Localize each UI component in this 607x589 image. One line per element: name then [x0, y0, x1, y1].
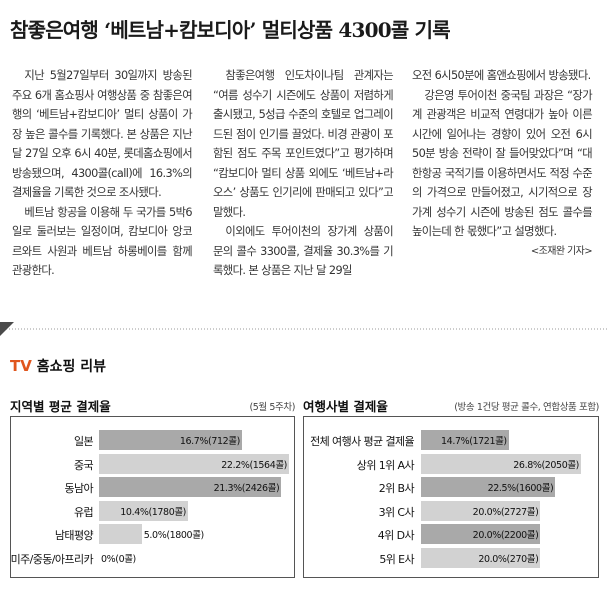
bar-row: 중국 22.2%(1564콜) [11, 453, 294, 475]
chart-box: 일본 16.7%(712콜) 중국 22.2%(1564콜) 동남아 21.3%(2426… [10, 416, 295, 578]
bar [99, 453, 289, 474]
bar [99, 430, 242, 450]
headline: 참좋은여행 ‘베트남+캄보디아’ 멀티상품 4300콜 기록 [10, 18, 451, 42]
category-label-wrap: 3위 C사 [304, 500, 415, 522]
category-label: 동남아 [64, 482, 93, 495]
data-label: 20.0%(2200콜) [472, 530, 539, 541]
category-label-wrap: 미주/중동/아프리카 [10, 547, 94, 569]
chart-box: 전체 여행사 평균 결제율 14.7%(1721콜) 상위 1위 A사 26.8%(2… [303, 416, 599, 578]
bar [421, 547, 541, 568]
data-label: 22.2%(1564콜) [221, 459, 287, 471]
category-label-wrap: 일본 [11, 429, 94, 451]
bar-row: 3위 C사 20.0%(2727콜) [304, 500, 598, 522]
category-label: 3위 C사 [378, 505, 415, 519]
category-label: 2위 B사 [378, 482, 415, 495]
bar-row: 동남아 21.3%(2426콜) [11, 476, 294, 498]
data-label: 16.7%(712콜) [179, 436, 240, 447]
data-label: 14.7%(1721콜) [441, 436, 507, 447]
category-label: 전체 여행사 평균 결제율 [310, 435, 414, 448]
chart-title: 여행사별 결제율 [303, 399, 388, 414]
article-paragraph: 이외에도 투어이천의 장가계 상품이 문의 콜수 3300콜, 결제율 30.3… [213, 225, 394, 277]
data-label: 22.5%(1600콜) [487, 483, 554, 494]
bar-row: 4위 D사 20.0%(2200콜) [304, 523, 598, 545]
byline: <조재완 기자> [530, 245, 593, 257]
article-paragraph: 참좋은여행 인도차이나팀 관계자는 “여름 성수기 시즌에도 상품이 저렴하게 … [213, 69, 394, 219]
bar [99, 524, 142, 544]
category-label: 5위 E사 [379, 552, 414, 566]
region-chart: 지역별 평균 결제율 (5월 5주차) 일본 16.7%(712콜) 중국 22.2%… [10, 396, 295, 578]
data-label: 20.0%(270콜) [478, 553, 539, 565]
category-label-wrap: 동남아 [11, 476, 93, 498]
chart-title: 지역별 평균 결제율 [10, 399, 111, 414]
section-title-text: 홈쇼핑 리뷰 [36, 359, 106, 375]
bar-row: 일본 16.7%(712콜) [11, 429, 294, 451]
agency-chart: 여행사별 결제율 (방송 1건당 평균 콜수, 연합상품 포함) 전체 여행사 … [303, 396, 599, 578]
article-column-1: 지난 5월27일부터 30일까지 방송된 주요 6개 홈쇼핑사 여행상품 중 참… [12, 66, 193, 281]
section-title: TV 홈쇼핑 리뷰 [10, 356, 106, 376]
article-column-2: 참좋은여행 인도차이나팀 관계자는 “여름 성수기 시즌에도 상품이 저렴하게 … [213, 66, 394, 281]
category-label-wrap: 중국 [11, 453, 94, 475]
bar [421, 453, 581, 474]
article-paragraph: 강은영 투어이천 중국팀 과장은 “장가계 관광객은 비교적 연령대가 높아 이… [412, 88, 593, 239]
data-label: 21.3%(2426콜) [213, 483, 280, 494]
bar-row: 5위 E사 20.0%(270콜) [304, 547, 598, 569]
bar-row: 남태평양 5.0%(1800콜) [11, 523, 294, 545]
data-label: 5.0%(1800콜) [143, 530, 204, 541]
category-label: 미주/중동/아프리카 [10, 552, 94, 566]
data-label: 10.4%(1780콜) [120, 506, 186, 518]
category-label: 중국 [73, 458, 94, 472]
category-label: 일본 [73, 435, 94, 448]
article-paragraph: 오전 6시50분에 홈앤쇼핑에서 방송됐다. [412, 69, 591, 82]
category-label: 상위 1위 A사 [356, 458, 415, 472]
bar-row: 전체 여행사 평균 결제율 14.7%(1721콜) [304, 429, 598, 451]
bar [421, 500, 541, 521]
category-label-wrap: 5위 E사 [304, 547, 414, 569]
category-label-wrap: 남태평양 [11, 523, 94, 545]
data-label: 0%(0콜) [101, 553, 136, 565]
article-paragraph: 베트남 항공을 이용해 두 국가를 5박6일로 둘러보는 일정이며, 캄보디아 … [12, 205, 193, 278]
category-label: 남태평양 [54, 529, 94, 542]
category-label: 4위 D사 [377, 529, 415, 542]
data-label: 26.8%(2050콜) [513, 459, 579, 471]
category-label-wrap: 전체 여행사 평균 결제율 [304, 429, 414, 451]
category-label-wrap: 상위 1위 A사 [304, 453, 415, 475]
bar-row: 미주/중동/아프리카 0%(0콜) [11, 547, 294, 569]
category-label: 유럽 [73, 505, 94, 519]
bar [99, 500, 188, 521]
bar [421, 430, 509, 450]
bar-row: 상위 1위 A사 26.8%(2050콜) [304, 453, 598, 475]
chart-note: (5월 5주차) [249, 402, 295, 413]
bar-row: 유럽 10.4%(1780콜) [11, 500, 294, 522]
category-label-wrap: 4위 D사 [304, 523, 415, 545]
tv-label: TV [10, 357, 32, 375]
bar-row: 2위 B사 22.5%(1600콜) [304, 476, 598, 498]
data-label: 20.0%(2727콜) [472, 506, 539, 518]
category-label-wrap: 유럽 [11, 500, 94, 522]
category-label-wrap: 2위 B사 [304, 476, 415, 498]
bar [99, 477, 282, 497]
bar [421, 524, 541, 544]
article-column-3: 오전 6시50분에 홈앤쇼핑에서 방송됐다. 강은영 투어이천 중국팀 과장은 … [412, 66, 593, 261]
chart-note: (방송 1건당 평균 콜수, 연합상품 포함) [454, 402, 599, 413]
article-paragraph: 지난 5월27일부터 30일까지 방송된 주요 6개 홈쇼핑사 여행상품 중 참… [12, 69, 193, 199]
bar [421, 477, 556, 497]
section-divider [0, 322, 607, 336]
